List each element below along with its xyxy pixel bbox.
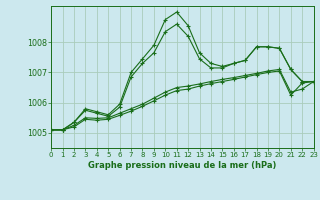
X-axis label: Graphe pression niveau de la mer (hPa): Graphe pression niveau de la mer (hPa)	[88, 161, 276, 170]
